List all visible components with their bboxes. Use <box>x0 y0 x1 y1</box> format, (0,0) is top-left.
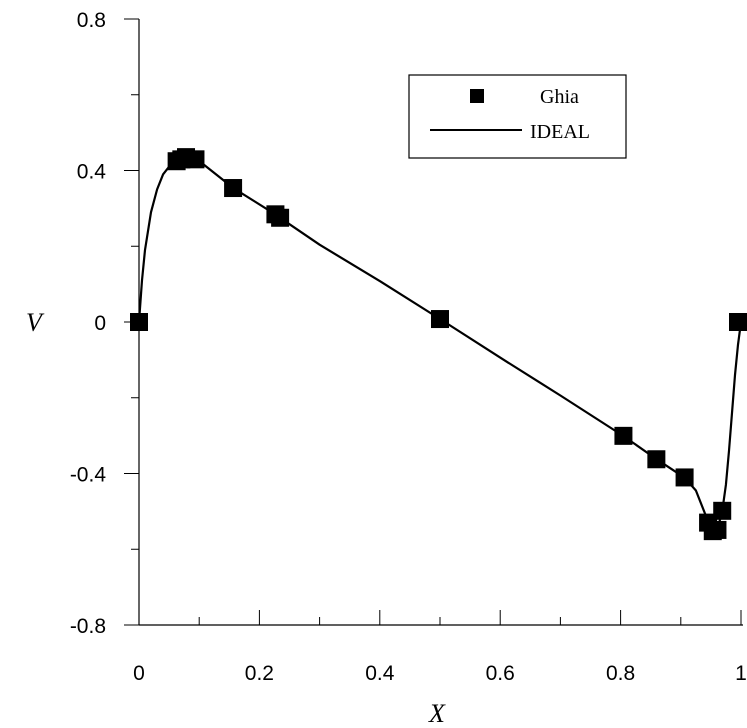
tick-labels: 0.8 0.4 0 -0.4 -0.8 0 0.2 0.4 0.6 0.8 1 <box>70 9 747 685</box>
x-axis-title: X <box>428 699 446 728</box>
ghia-marker <box>224 179 243 198</box>
ghia-marker <box>130 313 148 331</box>
ghia-marker <box>713 501 732 520</box>
ghia-marker <box>271 208 290 227</box>
x-tick-label: 0.6 <box>486 662 515 685</box>
x-tick-label: 0.2 <box>245 662 274 685</box>
ghia-marker <box>675 468 694 487</box>
y-axis-title: V <box>26 308 45 337</box>
x-tick-label: 0 <box>133 662 145 685</box>
ghia-marker <box>614 426 633 445</box>
legend-label-ideal: IDEAL <box>530 121 590 143</box>
legend-marker-ghia <box>470 89 484 103</box>
legend-box <box>408 74 627 159</box>
legend: Ghia IDEAL <box>408 74 627 159</box>
ghia-marker <box>431 310 449 329</box>
y-tick-label: -0.4 <box>70 464 107 487</box>
x-tick-label: 0.4 <box>365 662 395 685</box>
y-tick-label: -0.8 <box>70 615 106 638</box>
x-tick-label: 1 <box>735 662 747 685</box>
ghia-marker <box>647 450 666 469</box>
ideal-line <box>137 156 743 531</box>
tick-marks <box>124 18 742 626</box>
legend-label-ghia: Ghia <box>540 86 579 108</box>
x-tick-label: 0.8 <box>606 662 635 685</box>
y-tick-label: 0 <box>94 312 106 335</box>
series-ideal-line <box>137 156 743 531</box>
ghia-marker <box>708 520 727 539</box>
y-tick-label: 0.8 <box>77 9 106 32</box>
y-tick-label: 0.4 <box>77 161 107 184</box>
series-ghia-markers <box>130 148 747 541</box>
ghia-marker <box>729 313 747 331</box>
ghia-marker <box>186 150 205 169</box>
